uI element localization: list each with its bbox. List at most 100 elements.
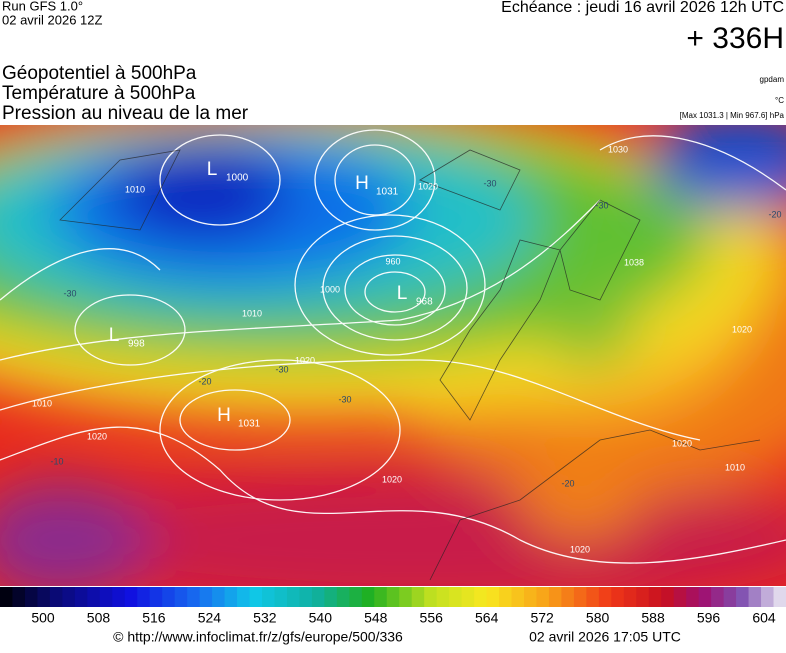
- colorbar-tick-label: 604: [752, 610, 776, 626]
- center-letter: L: [397, 283, 408, 304]
- colorbar-swatch: [436, 587, 450, 607]
- center-letter: L: [207, 159, 218, 180]
- colorbar-tick-label: 524: [198, 610, 222, 626]
- colorbar-swatch: [686, 587, 700, 607]
- temperature-label: -30: [595, 200, 608, 210]
- colorbar-swatch: [449, 587, 463, 607]
- isobar-label: 1010: [725, 462, 745, 472]
- isobar-label: 1020: [672, 438, 692, 448]
- colorbar-swatch: [162, 587, 176, 607]
- colorbar-swatch: [224, 587, 238, 607]
- isobar-label: 1010: [125, 184, 145, 194]
- isobar-label: 1010: [32, 398, 52, 408]
- colorbar-swatch: [149, 587, 163, 607]
- center-letter: H: [355, 173, 369, 194]
- isobar-label: 1020: [418, 181, 438, 191]
- colorbar-swatch: [411, 587, 425, 607]
- field-title: Géopotentiel à 500hPa: [2, 63, 197, 84]
- colorbar-swatch: [99, 587, 113, 607]
- colorbar-swatch: [87, 587, 101, 607]
- colorbar-swatch: [611, 587, 625, 607]
- colorbar-tick-label: 580: [586, 610, 610, 626]
- colorbar-swatch: [711, 587, 725, 607]
- colorbar-tick-label: 532: [253, 610, 277, 626]
- colorbar-tick-label: 548: [364, 610, 388, 626]
- colorbar-swatch: [374, 587, 388, 607]
- temperature-label: -10: [50, 456, 63, 466]
- colorbar-swatch: [573, 587, 587, 607]
- colorbar-swatch: [112, 587, 126, 607]
- isobar-label: 960: [385, 256, 400, 266]
- colorbar-swatch: [49, 587, 63, 607]
- colorbar-swatch: [536, 587, 550, 607]
- colorbar-swatch: [598, 587, 612, 607]
- colorbar-swatch: [336, 587, 350, 607]
- source-url: © http://www.infoclimat.fr/z/gfs/europe/…: [113, 629, 403, 645]
- isobar-label: 1010: [242, 308, 262, 318]
- temperature-label: -20: [768, 209, 781, 219]
- isobar-label: 1020: [570, 544, 590, 554]
- center-pressure: 1000: [226, 173, 249, 184]
- unit-label: gpdam: [760, 75, 785, 84]
- colorbar-swatch: [124, 587, 138, 607]
- isobar-label: 1020: [295, 355, 315, 365]
- colorbar-tick-label: 500: [31, 610, 55, 626]
- colorbar-swatch: [399, 587, 413, 607]
- colorbar-tick-label: 572: [530, 610, 554, 626]
- colorbar-swatch: [311, 587, 325, 607]
- colorbar-swatch: [199, 587, 213, 607]
- colorbar-swatch: [511, 587, 525, 607]
- colorbar-tick-label: 556: [420, 610, 444, 626]
- center-letter: H: [217, 405, 231, 426]
- colorbar-swatch: [0, 587, 13, 607]
- lead-time: + 336H: [686, 22, 784, 55]
- center-letter: L: [109, 325, 120, 346]
- colorbar-swatch: [174, 587, 188, 607]
- pressure-range: [Max 1031.3 | Min 967.6] hPa: [680, 111, 785, 120]
- colorbar-swatch: [274, 587, 288, 607]
- colorbar-swatch: [636, 587, 650, 607]
- isobar-label: 1030: [608, 144, 628, 154]
- colorbar-swatch: [723, 587, 737, 607]
- temperature-label: -30: [63, 288, 76, 298]
- colorbar-swatch: [324, 587, 338, 607]
- colorbar-swatch: [748, 587, 762, 607]
- colorbar-swatch: [137, 587, 151, 607]
- colorbar-swatch: [761, 587, 775, 607]
- isobar-label: 1020: [87, 431, 107, 441]
- map-labels: L 1000 H 1031 L 968 L 998 H 1031 1010 1000 1010 1020 1…: [32, 144, 782, 554]
- colorbar-swatch: [474, 587, 488, 607]
- colorbar-swatch: [249, 587, 263, 607]
- colorbar-tick-label: 596: [697, 610, 721, 626]
- colorbar-swatch: [424, 587, 438, 607]
- colorbar-swatch: [299, 587, 313, 607]
- colorbar-swatch: [237, 587, 251, 607]
- colorbar-swatch: [361, 587, 375, 607]
- colorbar-swatch: [773, 587, 786, 607]
- isobar-label: 1020: [732, 324, 752, 334]
- colorbar-swatch: [37, 587, 51, 607]
- colorbar-swatch: [499, 587, 513, 607]
- field-title: Pression au niveau de la mer: [2, 103, 249, 124]
- colorbar-swatch: [673, 587, 687, 607]
- colorbar-swatch: [561, 587, 575, 607]
- isobar-label: 1020: [382, 474, 402, 484]
- colorbar-tick-label: 516: [142, 610, 166, 626]
- center-pressure: 998: [128, 339, 145, 350]
- colorbar-swatch: [12, 587, 26, 607]
- colorbar-swatch: [698, 587, 712, 607]
- colorbar-swatch: [187, 587, 201, 607]
- colorbar-swatch: [74, 587, 88, 607]
- temperature-label: -30: [275, 364, 288, 374]
- center-pressure: 1031: [238, 419, 261, 430]
- colorbar-swatch: [661, 587, 675, 607]
- colorbar-swatch: [262, 587, 275, 607]
- colorbar-swatch: [486, 587, 500, 607]
- valid-time: Echéance : jeudi 16 avril 2026 12h UTC: [501, 0, 784, 16]
- center-pressure: 968: [416, 297, 433, 308]
- unit-label: °C: [775, 96, 784, 105]
- isobar-label: 1000: [320, 284, 340, 294]
- colorbar-swatch: [586, 587, 600, 607]
- map: [0, 125, 786, 586]
